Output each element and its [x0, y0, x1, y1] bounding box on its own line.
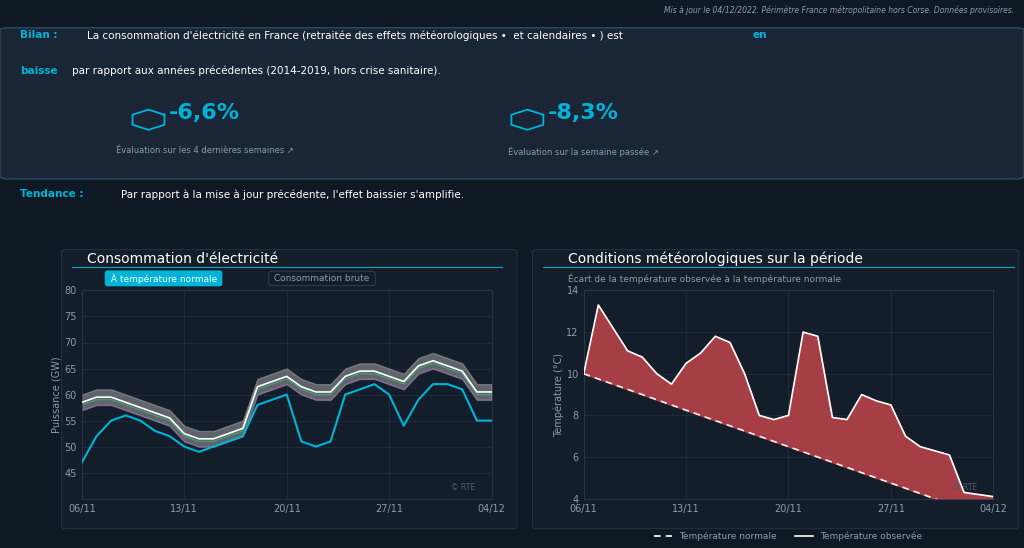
- Text: La consommation d'électricité en France (retraitée des effets météorologiques • : La consommation d'électricité en France …: [87, 30, 626, 41]
- Text: À température normale: À température normale: [108, 273, 219, 284]
- Y-axis label: Température (°C): Température (°C): [553, 352, 563, 437]
- Text: -8,3%: -8,3%: [548, 104, 620, 123]
- Text: par rapport aux années précédentes (2014-2019, hors crise sanitaire).: par rapport aux années précédentes (2014…: [72, 66, 440, 76]
- Text: Consommation d'électricité: Consommation d'électricité: [87, 252, 279, 266]
- Text: -6,6%: -6,6%: [169, 104, 241, 123]
- Text: Par rapport à la mise à jour précédente, l'effet baissier s'amplifie.: Par rapport à la mise à jour précédente,…: [121, 189, 464, 199]
- Text: Écart de la température observée à la température normale: Écart de la température observée à la te…: [568, 273, 842, 284]
- FancyBboxPatch shape: [0, 28, 1024, 179]
- Text: en: en: [753, 30, 767, 40]
- Text: © RTE: © RTE: [451, 483, 475, 492]
- Text: Consommation brute: Consommation brute: [271, 274, 373, 283]
- Text: Conditions météorologiques sur la période: Conditions météorologiques sur la périod…: [568, 252, 863, 266]
- Text: baisse: baisse: [20, 66, 58, 76]
- Y-axis label: Puissance (GW): Puissance (GW): [52, 356, 61, 433]
- Text: Évaluation sur les 4 dernières semaines ↗: Évaluation sur les 4 dernières semaines …: [116, 146, 294, 155]
- Text: Évaluation sur la semaine passée ↗: Évaluation sur la semaine passée ↗: [508, 146, 659, 157]
- Text: © RTE: © RTE: [952, 483, 977, 492]
- Text: Tendance :: Tendance :: [20, 189, 88, 199]
- Legend: Température normale, Température observée: Température normale, Température observé…: [650, 528, 927, 545]
- Text: Bilan :: Bilan :: [20, 30, 61, 40]
- Text: Mis à jour le 04/12/2022. Périmètre France métropolitaine hors Corse. Données pr: Mis à jour le 04/12/2022. Périmètre Fran…: [664, 5, 1014, 15]
